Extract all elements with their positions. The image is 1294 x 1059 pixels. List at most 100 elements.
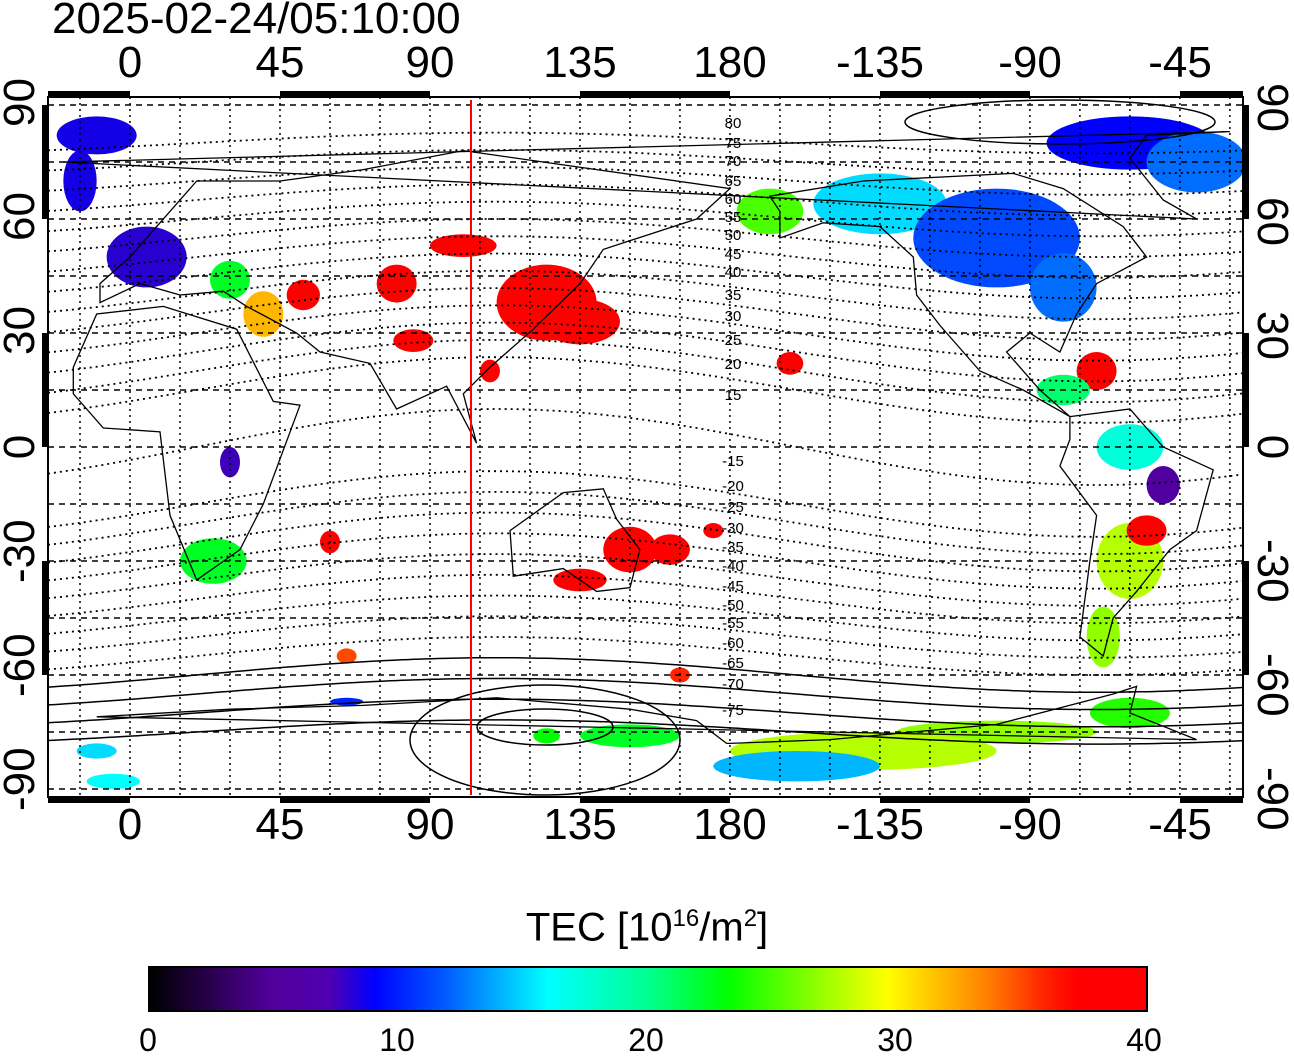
tec-patch <box>649 534 690 565</box>
mag-lat-contour <box>47 470 1243 538</box>
frame-tick-bar <box>880 91 1030 97</box>
lon-tick-top: 180 <box>693 38 767 87</box>
contour-label: 40 <box>724 264 742 281</box>
lon-tick-top: 135 <box>543 38 617 87</box>
lat-tick-right: 60 <box>1248 197 1294 246</box>
lat-tick-left: 0 <box>0 425 45 469</box>
tec-patch <box>813 173 947 235</box>
tec-patch <box>286 279 320 311</box>
lon-tick-top: -90 <box>998 38 1062 87</box>
mag-pole-contour-north <box>904 99 1216 145</box>
lon-tick-bottom: 0 <box>117 800 143 849</box>
tec-patch <box>376 264 417 303</box>
mag-pole-contour <box>476 708 614 746</box>
contour-label: 45 <box>724 246 742 263</box>
tec-patch <box>393 329 434 352</box>
contour-label: -30 <box>722 520 744 537</box>
colorbar-title-unit: /m <box>699 905 744 950</box>
lat-tick-right: 30 <box>1248 311 1294 360</box>
lat-tick-right: 0 <box>1248 434 1294 460</box>
contour-label: 35 <box>724 287 742 304</box>
lat-tick-right: 90 <box>1248 83 1294 132</box>
tec-patch <box>1126 515 1167 546</box>
coastline-samerica <box>1059 408 1214 658</box>
tec-patch <box>429 234 497 257</box>
contour-label: 65 <box>724 173 742 190</box>
tec-patch <box>533 728 560 744</box>
lon-tick-top: 45 <box>255 38 305 87</box>
mag-lat-contour <box>47 321 1243 383</box>
frame-tick-bar <box>1243 333 1249 447</box>
frame-tick-bar <box>1180 91 1243 97</box>
frame-tick-bar <box>48 91 130 97</box>
frame-tick-bar <box>580 797 730 803</box>
contour-label: 15 <box>724 387 742 404</box>
lat-tick-right: -30 <box>1248 539 1294 603</box>
frame-tick-bar <box>880 797 1030 803</box>
lon-tick-bottom: 90 <box>405 800 455 849</box>
tec-patch <box>703 523 724 539</box>
contour-label: 80 <box>724 115 742 132</box>
mag-lat-contour <box>47 636 1243 676</box>
colorbar-tick-label: 10 <box>379 1022 415 1058</box>
mag-lat-contour <box>47 131 1243 155</box>
colorbar-title-exp2: 2 <box>743 905 758 932</box>
tec-patch <box>1146 466 1180 504</box>
colorbar-tick-label: 40 <box>1126 1022 1162 1058</box>
lon-tick-bottom: -45 <box>1148 800 1212 849</box>
mag-lat-contour <box>47 615 1243 659</box>
lat-tick-left: 30 <box>0 306 44 355</box>
colorbar-title-exp: 16 <box>672 905 700 932</box>
mag-lat-contour <box>47 200 1243 238</box>
tec-patch <box>219 447 240 478</box>
frame-tick-bar <box>42 333 48 447</box>
lon-tick-top: 0 <box>117 38 143 87</box>
lat-tick-left: -30 <box>0 519 44 583</box>
contour-label: 50 <box>724 227 742 244</box>
frame-tick-bar <box>42 105 48 219</box>
tec-patch <box>106 226 187 288</box>
lon-tick-bottom: 180 <box>693 800 767 849</box>
mag-lat-contour <box>47 149 1243 175</box>
colorbar-title: TEC [1016/m2] <box>0 905 1294 950</box>
contour-label: -70 <box>722 676 744 693</box>
colorbar-tick-label: 30 <box>877 1022 913 1058</box>
tec-patch <box>336 648 357 664</box>
tec-patch <box>579 724 680 748</box>
tec-patch <box>56 116 137 155</box>
mag-lat-contour <box>47 356 1243 424</box>
map-timestamp-title: 2025-02-24/05:10:00 <box>52 0 461 43</box>
lat-tick-right: -90 <box>1248 767 1294 831</box>
mag-lat-contour <box>47 304 1243 362</box>
mag-lat-contour <box>47 656 1243 694</box>
contour-label: 30 <box>724 308 742 325</box>
mag-lat-contour <box>47 511 1243 573</box>
contour-label: -55 <box>722 615 744 632</box>
tec-patch <box>479 359 500 383</box>
contour-label: 70 <box>724 153 742 170</box>
mag-lat-contour <box>47 719 1243 745</box>
contour-label: -60 <box>722 635 744 652</box>
contour-label: 75 <box>724 135 742 152</box>
contour-label: 60 <box>724 191 742 208</box>
contour-label: -75 <box>722 702 744 719</box>
colorbar-title-end: ] <box>757 905 769 950</box>
tec-patch <box>86 773 140 790</box>
frame-tick-bar <box>580 91 730 97</box>
mag-lat-contour <box>47 339 1243 403</box>
colorbar-tick-label: 20 <box>628 1022 664 1058</box>
colorbar-tick-label: 0 <box>139 1022 157 1058</box>
frame-tick-bar <box>280 797 430 803</box>
mag-lat-contour <box>47 573 1243 625</box>
mag-lat-contour <box>47 183 1243 217</box>
coastline-greenland <box>63 130 1230 220</box>
lon-tick-top: -135 <box>835 38 925 87</box>
lon-tick-bottom: 45 <box>255 800 305 849</box>
coastline-australia <box>509 488 641 593</box>
contour-label: -40 <box>722 558 744 575</box>
contour-label: -65 <box>722 655 744 672</box>
contour-label: -45 <box>722 578 744 595</box>
tec-data-layer <box>56 116 1247 790</box>
mag-lat-contour <box>47 218 1243 258</box>
colorbar-title-main: TEC [10 <box>525 905 673 950</box>
